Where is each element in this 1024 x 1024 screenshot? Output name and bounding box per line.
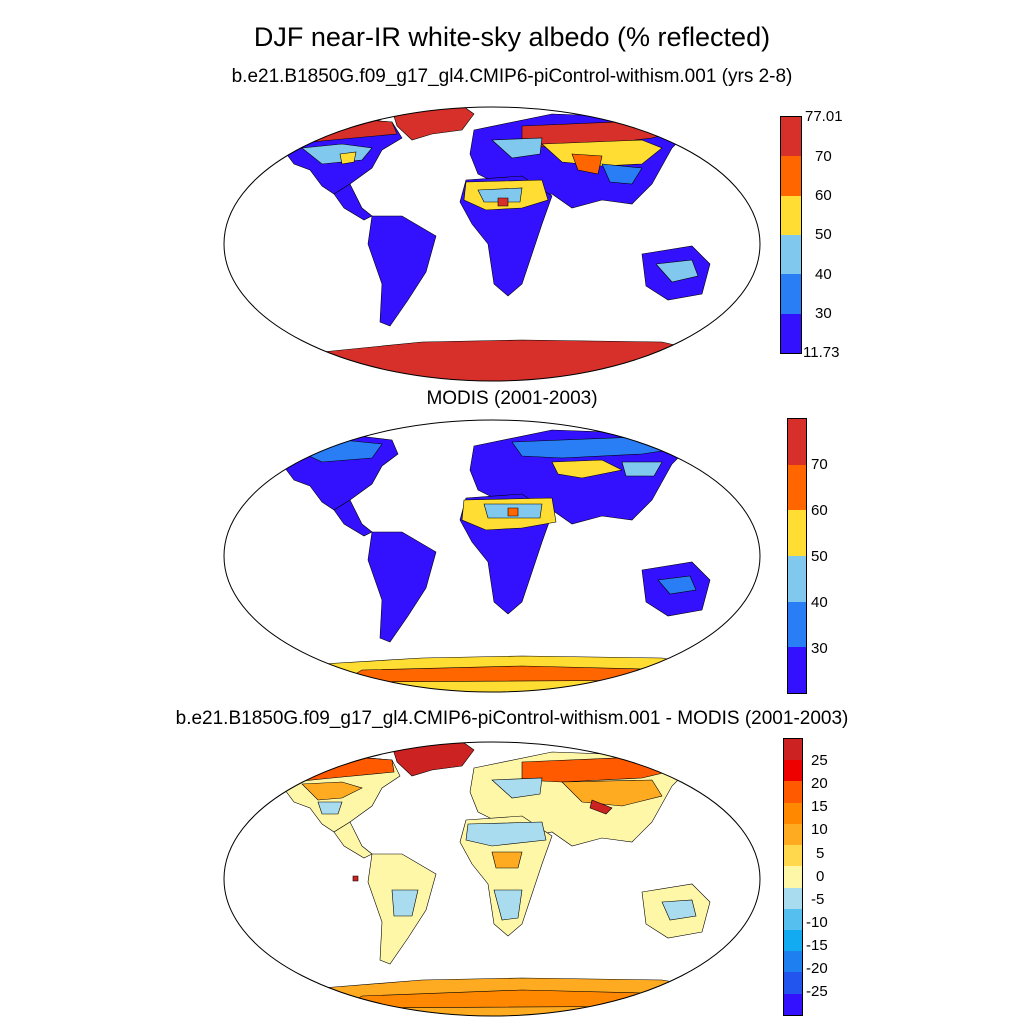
cb1-label: 70 [815,148,832,165]
colorbar-swatch [784,993,802,1015]
colorbar-swatch [784,823,802,846]
colorbar-swatch [784,887,802,909]
colorbar-swatch [788,555,806,602]
colorbar-swatch [784,781,802,803]
colorbar-swatch [784,802,802,824]
cb1-label: 11.73 [803,344,840,361]
cb1-label: 77.01 [805,108,843,125]
cb3-label: 0 [816,868,825,885]
figure-title: DJF near-IR white-sky albedo (% reflecte… [253,22,771,52]
cb1-label: 40 [815,266,832,283]
greenland [391,742,475,777]
panel-3-title: b.e21.B1850G.f09_g17_gl4.CMIP6-piControl… [175,708,849,729]
cb2-label: 50 [811,548,828,565]
cb3-label: 5 [816,845,825,862]
panel-1-title: b.e21.B1850G.f09_g17_gl4.CMIP6-piControl… [231,66,793,87]
cb2-label: 40 [811,594,828,611]
colorbar-swatch [784,866,802,888]
cb2-label: 60 [811,502,828,519]
model-albedo-map [223,106,761,382]
colorbar-swatch [784,951,802,973]
colorbar-difference [783,738,803,1016]
cb3-label: 25 [811,752,828,769]
colorbar-swatch [781,195,801,235]
colorbar-swatch [788,647,806,693]
colorbar-swatch [788,419,806,465]
colorbar-swatch [781,234,801,275]
colorbar-swatch [784,845,802,867]
panel-2-title: MODIS (2001-2003) [426,388,598,409]
cb3-label: 10 [811,821,828,838]
africa [459,815,553,937]
cb3-label: -15 [806,937,828,954]
colorbar-swatch [788,464,806,511]
colorbar-modis [787,418,807,694]
colorbar-model [780,116,802,354]
cb3-label: -25 [806,983,828,1000]
cb1-label: 50 [815,226,832,243]
cb2-label: 30 [811,640,828,657]
cb3-label: -5 [811,891,825,908]
colorbar-swatch [781,313,801,353]
colorbar-swatch [781,117,801,157]
south-america [367,531,437,643]
cb2-label: 70 [811,456,828,473]
colorbar-swatch [781,274,801,314]
cb1-label: 30 [815,305,832,322]
modis-albedo-map [223,419,761,693]
colorbar-swatch [784,929,802,952]
cb3-label: 20 [811,775,828,792]
south-america [367,215,437,327]
cb3-label: -10 [806,914,828,931]
difference-map [223,741,761,1017]
cb1-label: 60 [815,187,832,204]
cb3-label: 15 [811,798,828,815]
colorbar-swatch [784,908,802,930]
colorbar-swatch [784,739,802,761]
colorbar-swatch [784,760,802,782]
colorbar-swatch [784,972,802,994]
cb3-label: -20 [806,960,828,977]
colorbar-swatch [788,601,806,648]
colorbar-swatch [788,510,806,556]
colorbar-swatch [781,156,801,196]
